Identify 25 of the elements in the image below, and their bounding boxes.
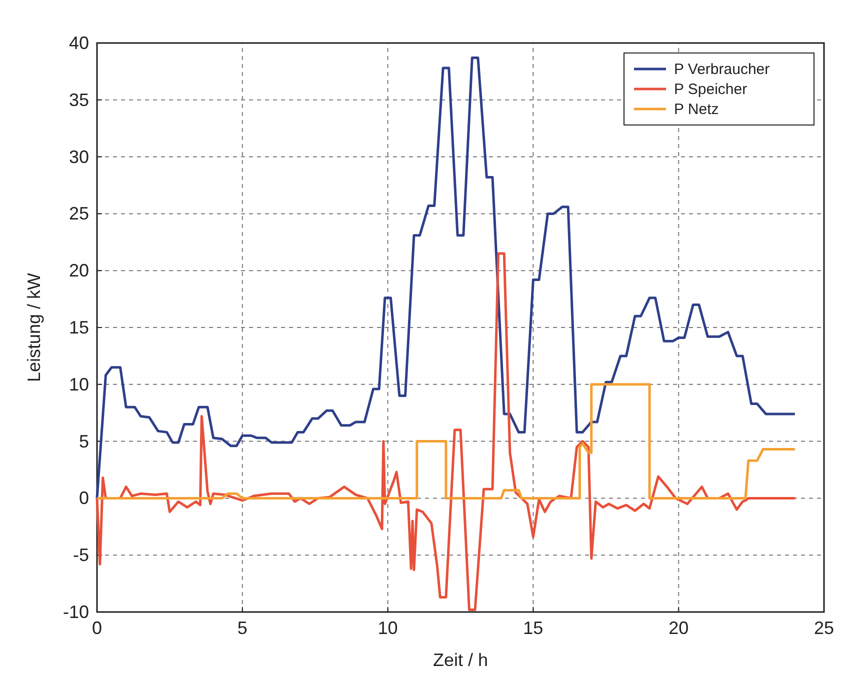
y-tick-label: 25 xyxy=(68,204,89,224)
line-series xyxy=(96,383,796,500)
x-tick-label: 0 xyxy=(92,618,102,638)
y-tick-label: 0 xyxy=(78,488,89,508)
x-tick-label: 15 xyxy=(523,618,544,638)
y-tick-label: 15 xyxy=(68,318,89,338)
y-tick-label: 5 xyxy=(78,431,89,452)
y-axis-title: Leistung / kW xyxy=(24,272,44,382)
legend-label: P Speicher xyxy=(674,81,748,98)
x-tick-label: 20 xyxy=(668,618,689,638)
x-axis-title: Zeit / h xyxy=(432,650,488,670)
y-tick-label: -10 xyxy=(62,602,89,622)
y-tick-label: 20 xyxy=(68,260,89,281)
x-tick-label: 5 xyxy=(237,618,248,638)
line-series xyxy=(96,56,796,500)
y-tick-label: 30 xyxy=(68,146,89,167)
x-tick-label: 25 xyxy=(814,618,834,638)
y-tick-label: 40 xyxy=(68,33,89,53)
y-tick-label: 35 xyxy=(68,90,89,110)
y-tick-label: -5 xyxy=(72,545,89,566)
legend-label: P Verbraucher xyxy=(674,61,770,78)
y-tick-label: 10 xyxy=(68,374,89,394)
legend-label: P Netz xyxy=(674,101,719,118)
line-series xyxy=(96,252,796,611)
x-tick-label: 10 xyxy=(378,618,398,638)
